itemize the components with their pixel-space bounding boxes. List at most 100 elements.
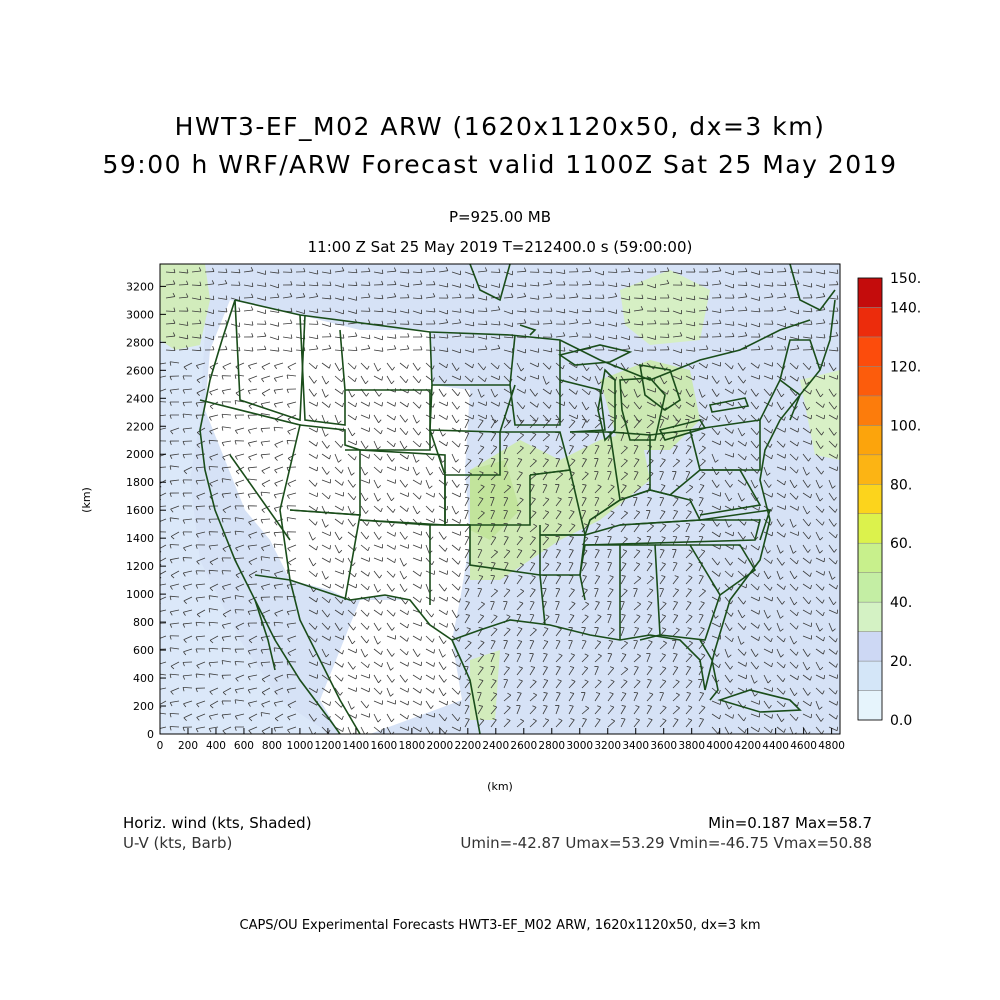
barb-shaft: [261, 700, 271, 705]
barb-shaft: [160, 375, 167, 378]
x-tick-label: 2200: [454, 740, 481, 752]
barb-shaft: [620, 524, 627, 533]
barb-flag: [404, 445, 408, 450]
barb-shaft: [334, 661, 343, 668]
barb-shaft: [607, 349, 617, 352]
barb-flag: [183, 703, 187, 708]
barb-flag: [768, 484, 772, 488]
barb-flag: [367, 586, 370, 591]
barb-shaft: [160, 609, 167, 612]
barb-shaft: [256, 349, 267, 351]
barb-flag: [195, 688, 198, 693]
barb-shaft: [698, 485, 705, 494]
barb-shaft: [620, 447, 628, 455]
barb-shaft: [399, 310, 409, 314]
barb-shaft: [828, 570, 833, 580]
barb-shaft: [815, 596, 823, 604]
barb-flag: [808, 365, 812, 370]
barb-flag: [783, 702, 786, 707]
barb-shaft: [399, 401, 408, 408]
barb-flag: [687, 601, 692, 603]
barb-shaft: [347, 687, 357, 692]
barb-flag: [823, 637, 825, 642]
atlantic-high-wind-area: [800, 370, 840, 460]
barb-flag: [325, 576, 329, 580]
barb-flag: [342, 321, 345, 326]
barb-flag: [781, 561, 785, 566]
barb-shaft: [776, 492, 785, 499]
barb-shaft: [464, 693, 471, 702]
barb-flag: [769, 391, 773, 396]
barb-flag: [182, 454, 185, 459]
barb-shaft: [321, 609, 328, 618]
barb-shaft: [399, 479, 406, 488]
barb-flag: [172, 280, 176, 285]
barb-flag: [823, 346, 826, 351]
barb-flag: [287, 729, 291, 734]
barb-shaft: [763, 674, 769, 684]
barb-flag: [433, 493, 435, 498]
barb-flag: [392, 366, 395, 371]
barb-flag: [185, 293, 189, 298]
barb-flag: [221, 598, 225, 603]
barb-shaft: [373, 570, 380, 579]
barb-shaft: [828, 661, 837, 668]
pressure-level-label: P=925.00 MB: [448, 208, 552, 226]
barb-shaft: [685, 536, 690, 546]
barb-flag: [609, 692, 614, 695]
barb-flag: [648, 718, 653, 721]
barb-flag: [823, 650, 825, 655]
barb-flag: [444, 379, 448, 384]
barb-shaft: [321, 661, 331, 666]
barb-flag: [234, 505, 237, 510]
barb-flag: [208, 648, 211, 653]
barb-shaft: [516, 667, 523, 676]
barb-flag: [221, 375, 224, 380]
barb-flag: [674, 718, 679, 721]
barb-flag: [381, 294, 384, 299]
barb-flag: [479, 653, 484, 656]
barb-flag: [797, 675, 799, 680]
barb-shaft: [568, 388, 577, 395]
barb-flag: [260, 454, 264, 459]
barb-shaft: [737, 375, 744, 384]
barb-flag: [796, 280, 800, 285]
barb-flag: [744, 390, 747, 395]
barb-flag: [647, 549, 653, 551]
barb-flag: [160, 576, 162, 579]
barb-shaft: [672, 297, 682, 302]
barb-shaft: [659, 588, 664, 598]
barb-shaft: [334, 700, 342, 708]
barb-shaft: [763, 414, 770, 423]
barb-flag: [247, 702, 251, 707]
barb-shaft: [334, 440, 342, 448]
barb-flag: [688, 575, 693, 578]
barb-flag: [609, 705, 615, 708]
barb-flag: [673, 653, 678, 655]
barb-flag: [662, 523, 667, 526]
barb-shaft: [321, 401, 330, 408]
barb-shaft: [334, 687, 341, 696]
barb-shaft: [581, 414, 588, 423]
barb-shaft: [620, 322, 630, 325]
barb-flag: [808, 600, 812, 605]
barb-shaft: [620, 654, 627, 663]
barb-flag: [182, 586, 186, 590]
barb-shaft: [399, 414, 406, 423]
barb-shaft: [542, 628, 549, 637]
barb-shaft: [672, 511, 678, 520]
barb-flag: [222, 730, 226, 734]
barb-shaft: [490, 629, 498, 637]
barb-flag: [558, 718, 563, 721]
barb-flag: [247, 467, 251, 472]
barb-flag: [264, 282, 267, 287]
plot-frame: [159, 263, 841, 735]
barb-flag: [836, 307, 839, 312]
barb-shaft: [607, 601, 612, 611]
barb-shaft: [373, 505, 382, 513]
barb-flag: [289, 292, 293, 297]
barb-flag: [767, 615, 771, 619]
barb-shaft: [516, 692, 522, 702]
barb-flag: [532, 549, 537, 552]
barb-flag: [404, 536, 408, 540]
